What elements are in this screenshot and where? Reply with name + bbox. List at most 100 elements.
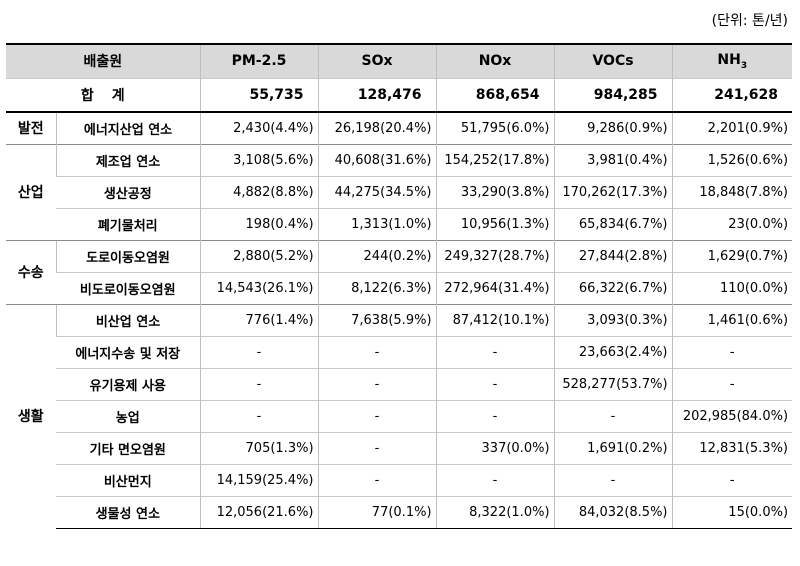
value-cell: 2,430(4.4%) bbox=[199, 111, 319, 144]
value-cell: - bbox=[435, 399, 555, 432]
table-row: 생물성 연소 12,056(21.6%) 77(0.1%) 8,322(1.0%) 84… bbox=[6, 495, 793, 529]
value-cell: 77(0.1%) bbox=[317, 495, 437, 529]
source-cell: 비산업 연소 bbox=[55, 303, 201, 336]
value-cell: - bbox=[317, 399, 437, 432]
value-cell: - bbox=[317, 431, 437, 464]
header-sox: SOx bbox=[317, 43, 437, 78]
table-row: 비도로이동오염원 14,543(26.1%) 8,122(6.3%) 272,964(… bbox=[6, 271, 793, 304]
value-cell: 87,412(10.1%) bbox=[435, 303, 555, 336]
value-cell: 337(0.0%) bbox=[435, 431, 555, 464]
header-pm25: PM-2.5 bbox=[199, 43, 319, 78]
category-cell: 생활 bbox=[6, 303, 56, 528]
total-value: 984,285 bbox=[553, 77, 673, 113]
total-row: 합계 55,735 128,476 868,654 984,285 241,62… bbox=[6, 77, 793, 113]
category-cell: 발전 bbox=[6, 111, 56, 144]
total-value: 128,476 bbox=[317, 77, 437, 113]
value-cell: - bbox=[553, 463, 673, 496]
value-cell: 244(0.2%) bbox=[317, 239, 437, 272]
value-cell: 12,831(5.3%) bbox=[671, 431, 793, 464]
value-cell: 170,262(17.3%) bbox=[553, 175, 673, 208]
value-cell: 10,956(1.3%) bbox=[435, 207, 555, 240]
source-cell: 생산공정 bbox=[56, 175, 201, 208]
value-cell: - bbox=[671, 335, 793, 368]
value-cell: 110(0.0%) bbox=[671, 271, 793, 304]
value-cell: 65,834(6.7%) bbox=[553, 207, 673, 240]
value-cell: - bbox=[199, 367, 319, 400]
value-cell: 7,638(5.9%) bbox=[317, 303, 437, 336]
header-row: 배출원 PM-2.5 SOx NOx VOCs NH3 bbox=[6, 43, 793, 78]
value-cell: 154,252(17.8%) bbox=[435, 143, 555, 176]
value-cell: 2,880(5.2%) bbox=[199, 239, 319, 272]
header-source: 배출원 bbox=[6, 43, 201, 78]
value-cell: - bbox=[199, 399, 319, 432]
table-row: 수송 도로이동오염원 2,880(5.2%) 244(0.2%) 249,327(28.… bbox=[6, 239, 793, 304]
value-cell: 202,985(84.0%) bbox=[671, 399, 793, 432]
value-cell: 1,526(0.6%) bbox=[671, 143, 793, 176]
value-cell: 14,159(25.4%) bbox=[199, 463, 319, 496]
value-cell: - bbox=[317, 367, 437, 400]
source-cell: 폐기물처리 bbox=[56, 207, 201, 240]
source-cell: 농업 bbox=[56, 399, 201, 432]
value-cell: 51,795(6.0%) bbox=[435, 111, 555, 144]
value-cell: 23,663(2.4%) bbox=[553, 335, 673, 368]
table-row: 산업 제조업 연소 3,108(5.6%) 40,608(31.6%) 154,252(… bbox=[6, 143, 793, 240]
source-cell: 에너지수송 및 저장 bbox=[56, 335, 201, 368]
value-cell: 23(0.0%) bbox=[671, 207, 793, 240]
value-cell: 249,327(28.7%) bbox=[435, 239, 555, 272]
source-cell: 비도로이동오염원 bbox=[56, 271, 201, 304]
value-cell: 12,056(21.6%) bbox=[199, 495, 319, 529]
source-cell: 에너지산업 연소 bbox=[55, 111, 201, 144]
value-cell: 40,608(31.6%) bbox=[317, 143, 437, 176]
value-cell: 66,322(6.7%) bbox=[553, 271, 673, 304]
value-cell: 528,277(53.7%) bbox=[553, 367, 673, 400]
value-cell: - bbox=[199, 335, 319, 368]
value-cell: 84,032(8.5%) bbox=[553, 495, 673, 529]
total-value: 868,654 bbox=[435, 77, 555, 113]
source-cell: 기타 면오염원 bbox=[56, 431, 201, 464]
value-cell: - bbox=[671, 463, 793, 496]
value-cell: 3,981(0.4%) bbox=[553, 143, 673, 176]
value-cell: 1,691(0.2%) bbox=[553, 431, 673, 464]
value-cell: 26,198(20.4%) bbox=[317, 111, 437, 144]
value-cell: 3,108(5.6%) bbox=[199, 143, 319, 176]
value-cell: 18,848(7.8%) bbox=[671, 175, 793, 208]
table-row: 기타 면오염원 705(1.3%) -337(0.0%) 1,691(0.2%) 12,… bbox=[6, 431, 793, 464]
table-row: 폐기물처리 198(0.4%) 1,313(1.0%) 10,956(1.3%) 65,… bbox=[6, 207, 793, 240]
category-cell: 산업 bbox=[6, 143, 56, 240]
value-cell: 44,275(34.5%) bbox=[317, 175, 437, 208]
value-cell: 272,964(31.4%) bbox=[435, 271, 555, 304]
value-cell: 8,122(6.3%) bbox=[317, 271, 437, 304]
source-cell: 생물성 연소 bbox=[56, 495, 201, 529]
table-row: 농업 - - - -202,985(84.0%) bbox=[6, 399, 793, 432]
value-cell: 2,201(0.9%) bbox=[671, 111, 793, 144]
table-row: 비산먼지 14,159(25.4%) - - - - bbox=[6, 463, 793, 496]
value-cell: - bbox=[317, 335, 437, 368]
table-row: 생산공정 4,882(8.8%) 44,275(34.5%) 33,290(3.8%)… bbox=[6, 175, 793, 208]
value-cell: - bbox=[671, 367, 793, 400]
value-cell: 4,882(8.8%) bbox=[199, 175, 319, 208]
table-row: 유기용제 사용 - - -528,277(53.7%) - bbox=[6, 367, 793, 400]
category-cell: 수송 bbox=[6, 239, 56, 304]
source-cell: 제조업 연소 bbox=[55, 143, 201, 176]
value-cell: 27,844(2.8%) bbox=[553, 239, 673, 272]
table-row: 생활 비산업 연소 776(1.4%) 7,638(5.9%) 87,412(10.1%… bbox=[6, 303, 793, 528]
table-row: 에너지수송 및 저장 - - -23,663(2.4%) - bbox=[6, 335, 793, 368]
total-value: 241,628 bbox=[671, 77, 793, 113]
header-nh3: NH3 bbox=[671, 43, 793, 78]
value-cell: 198(0.4%) bbox=[199, 207, 319, 240]
source-cell: 도로이동오염원 bbox=[55, 239, 201, 272]
total-value: 55,735 bbox=[199, 77, 319, 113]
value-cell: 1,629(0.7%) bbox=[671, 239, 793, 272]
table-row: 발전 에너지산업 연소 2,430(4.4%) 26,198(20.4%) 51,795… bbox=[6, 111, 793, 144]
total-label: 합계 bbox=[6, 77, 201, 113]
value-cell: 1,461(0.6%) bbox=[671, 303, 793, 336]
header-nox: NOx bbox=[435, 43, 555, 78]
value-cell: 14,543(26.1%) bbox=[199, 271, 319, 304]
source-cell: 비산먼지 bbox=[56, 463, 201, 496]
unit-label: (단위: 톤/년) bbox=[711, 13, 788, 29]
value-cell: 15(0.0%) bbox=[671, 495, 793, 529]
value-cell: 3,093(0.3%) bbox=[553, 303, 673, 336]
value-cell: 33,290(3.8%) bbox=[435, 175, 555, 208]
value-cell: - bbox=[435, 335, 555, 368]
value-cell: 9,286(0.9%) bbox=[553, 111, 673, 144]
